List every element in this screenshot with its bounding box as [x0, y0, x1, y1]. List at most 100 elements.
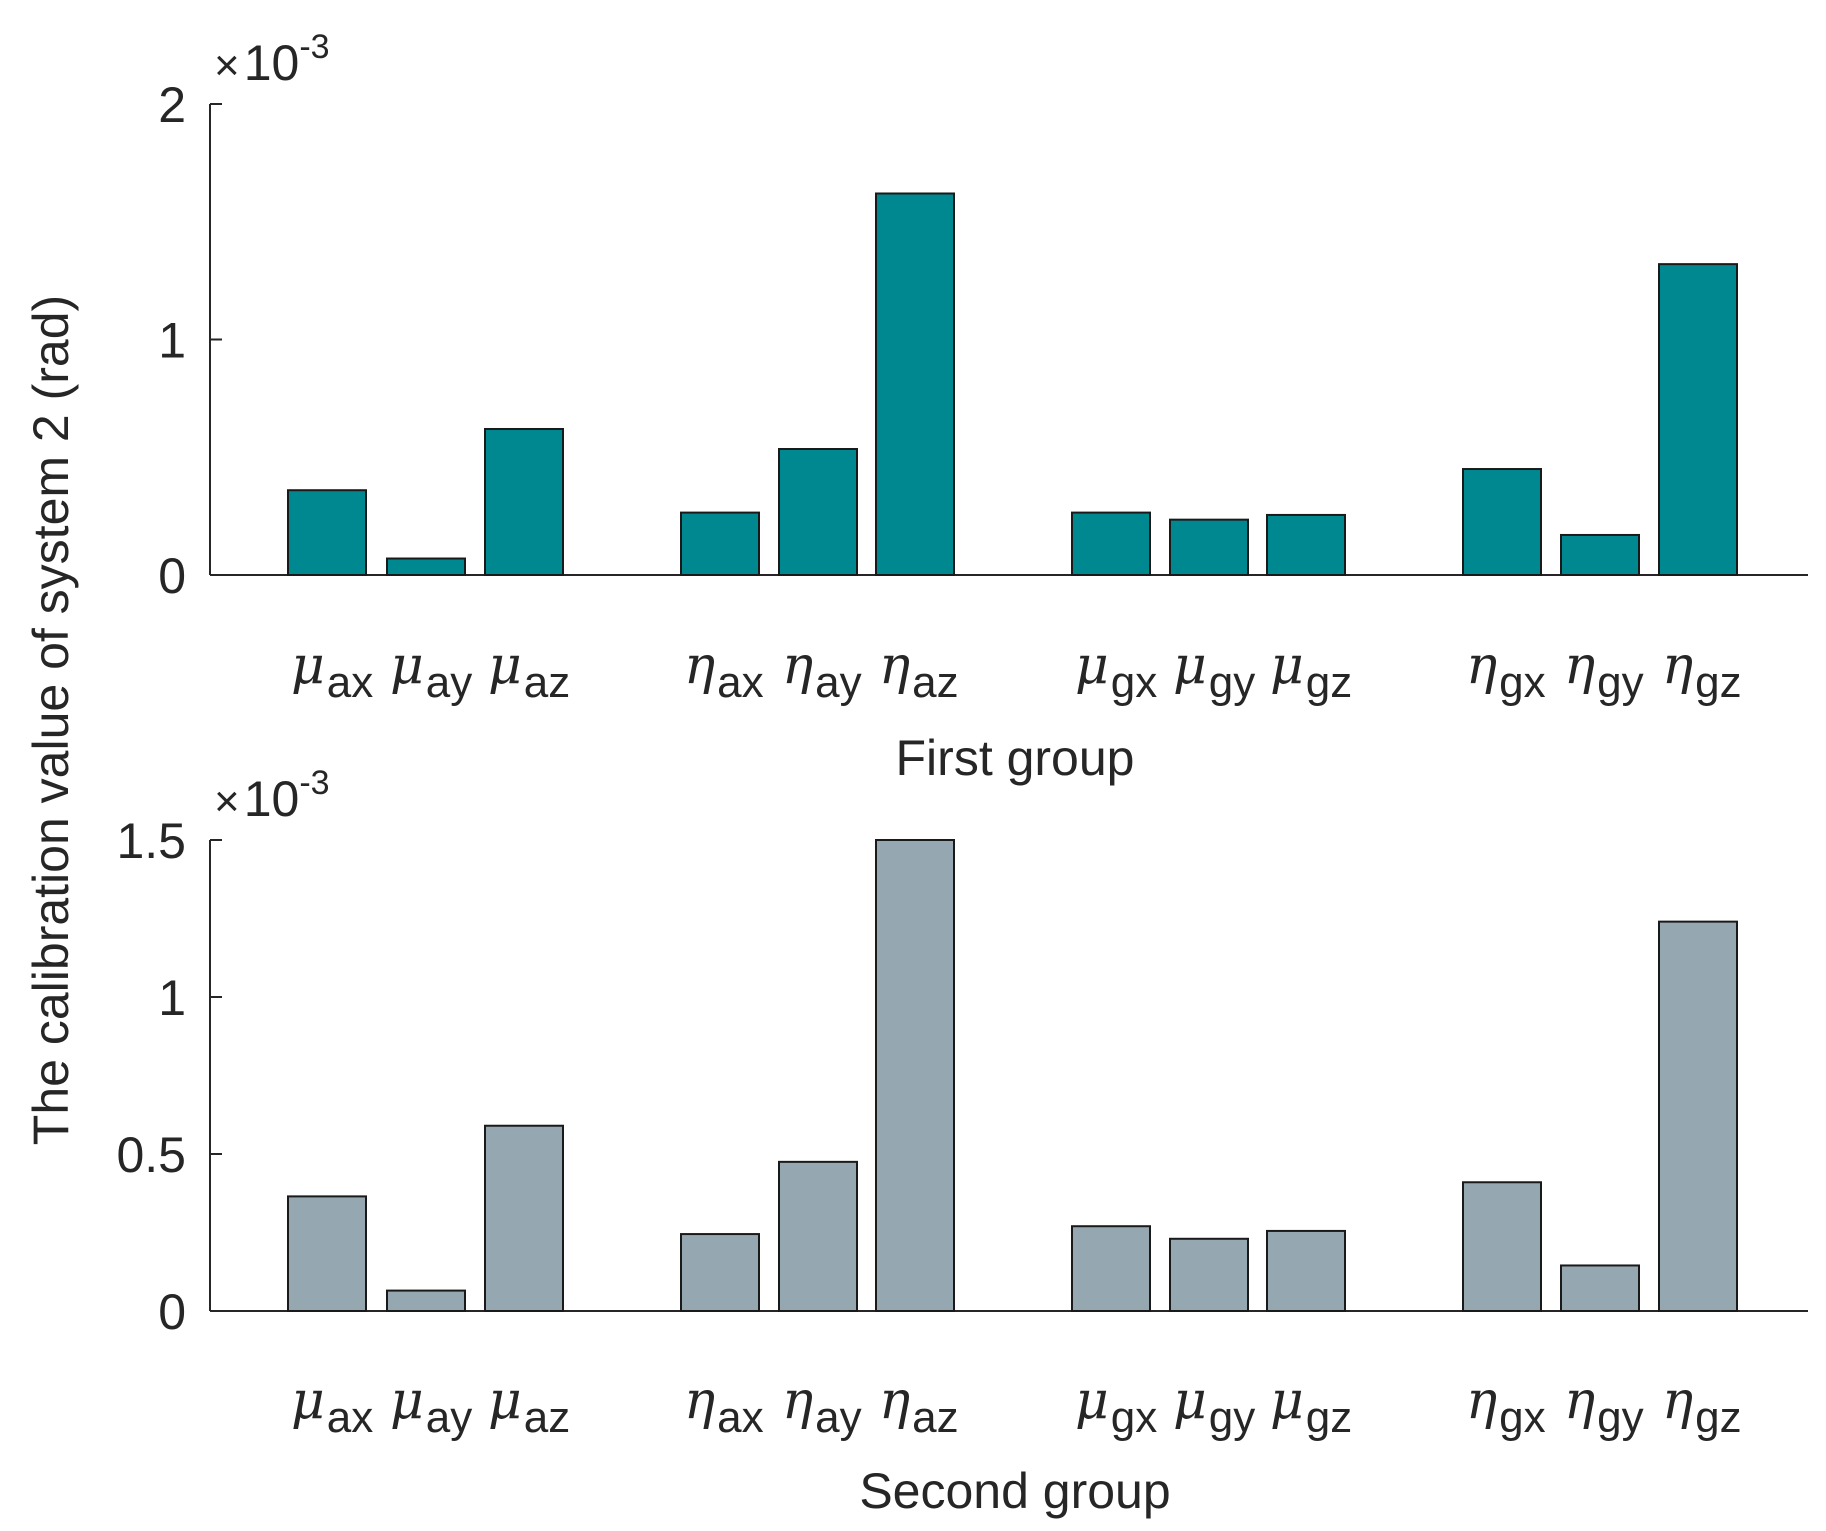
x-tick-label: μgy: [1173, 1371, 1255, 1442]
x-tick-symbol: μ: [1173, 636, 1207, 696]
x-tick-subscript: ax: [327, 658, 373, 707]
x-tick-label: ηgx: [1466, 636, 1546, 707]
x-tick-label: ηax: [684, 636, 764, 707]
x-tick-symbol: η: [684, 1371, 715, 1431]
x-tick-symbol: η: [684, 636, 715, 696]
x-tick-symbol: μ: [390, 1371, 424, 1431]
x-tick-symbol: η: [1662, 1371, 1693, 1431]
shared-y-axis-label: The calibration value of system 2 (rad): [23, 295, 79, 1145]
x-tick-subscript: gz: [1695, 658, 1741, 707]
x-tick-label: ηgz: [1662, 1371, 1742, 1442]
bar-eta-gx: [1462, 1181, 1542, 1313]
x-tick-subscript: ax: [327, 1393, 373, 1442]
bar-mu-gx: [1071, 1225, 1151, 1312]
bar-eta-ax: [680, 511, 760, 577]
x-tick-label: μax: [291, 1371, 373, 1442]
bar-eta-ax: [680, 1233, 760, 1312]
bar-eta-az: [875, 839, 955, 1312]
x-tick-symbol: μ: [1075, 636, 1109, 696]
x-tick-symbol: μ: [291, 1371, 325, 1431]
bar-eta-ay: [778, 448, 858, 577]
x-tick-symbol: η: [782, 1371, 813, 1431]
bar-mu-gz: [1266, 1229, 1346, 1313]
x-tick-subscript: ax: [717, 1393, 763, 1442]
bar-mu-ax: [287, 1195, 367, 1313]
x-tick-subscript: gx: [1111, 658, 1157, 707]
x-tick-symbol: η: [1662, 636, 1693, 696]
x-tick-label: ηay: [782, 636, 862, 707]
x-tick-subscript: gz: [1306, 658, 1352, 707]
x-tick-label: μax: [291, 636, 373, 707]
y-tick-label: 1: [158, 313, 186, 369]
x-tick-symbol: μ: [488, 1371, 522, 1431]
x-tick-subscript: az: [524, 658, 570, 707]
x-tick-label: μgz: [1270, 636, 1352, 707]
bar-mu-gz: [1266, 513, 1346, 577]
x-tick-subscript: gz: [1306, 1393, 1352, 1442]
x-tick-symbol: μ: [390, 636, 424, 696]
x-tick-subscript: gx: [1499, 1393, 1545, 1442]
y-tick-label: 1: [158, 970, 186, 1026]
y-exponent-label: ×10-3: [214, 28, 330, 91]
y-tick-label: 1.5: [116, 813, 186, 869]
exponent-power: -3: [299, 764, 329, 802]
exponent-prefix: ×: [214, 41, 240, 90]
x-tick-symbol: η: [879, 1371, 910, 1431]
exponent-power: -3: [299, 28, 329, 66]
y-tick-label: 0: [158, 548, 186, 604]
x-tick-label: μay: [390, 1371, 472, 1442]
x-tick-subscript: az: [912, 658, 958, 707]
x-tick-symbol: μ: [1270, 636, 1304, 696]
x-tick-symbol: μ: [1270, 1371, 1304, 1431]
x-axis-label: First group: [896, 730, 1135, 786]
bar-eta-gz: [1658, 263, 1738, 576]
x-tick-subscript: az: [524, 1393, 570, 1442]
bar-eta-az: [875, 192, 955, 577]
x-tick-label: μgx: [1075, 1371, 1157, 1442]
x-tick-symbol: μ: [291, 636, 325, 696]
bar-mu-ay: [386, 557, 466, 577]
x-tick-symbol: η: [1564, 636, 1595, 696]
x-tick-symbol: μ: [488, 636, 522, 696]
x-tick-symbol: η: [1466, 636, 1497, 696]
bar-mu-ax: [287, 489, 367, 576]
y-tick-label: 0: [158, 1284, 186, 1340]
exponent-base: 10: [244, 771, 300, 827]
x-tick-subscript: ay: [815, 1393, 861, 1442]
x-axis-label: Second group: [859, 1463, 1170, 1519]
x-tick-subscript: ay: [815, 658, 861, 707]
x-tick-subscript: gy: [1209, 1393, 1255, 1442]
x-tick-subscript: gy: [1597, 1393, 1643, 1442]
x-tick-subscript: gx: [1111, 1393, 1157, 1442]
x-tick-label: μgx: [1075, 636, 1157, 707]
bar-mu-gy: [1169, 518, 1249, 576]
bar-mu-ay: [386, 1289, 466, 1312]
x-tick-label: ηaz: [879, 1371, 959, 1442]
x-tick-symbol: μ: [1075, 1371, 1109, 1431]
x-tick-symbol: η: [1466, 1371, 1497, 1431]
bar-mu-az: [484, 427, 564, 576]
bar-eta-gz: [1658, 920, 1738, 1312]
x-tick-subscript: gz: [1695, 1393, 1741, 1442]
bar-eta-gy: [1560, 1264, 1640, 1312]
x-tick-label: ηgy: [1564, 1371, 1644, 1442]
x-tick-label: ηax: [684, 1371, 764, 1442]
x-tick-subscript: ax: [717, 658, 763, 707]
x-tick-label: ηgz: [1662, 636, 1742, 707]
x-tick-symbol: μ: [1173, 1371, 1207, 1431]
bar-eta-gy: [1560, 533, 1640, 577]
x-tick-label: μaz: [488, 636, 570, 707]
bar-mu-az: [484, 1124, 564, 1312]
x-tick-label: μgz: [1270, 1371, 1352, 1442]
bar-mu-gy: [1169, 1237, 1249, 1313]
exponent-prefix: ×: [214, 777, 240, 826]
x-tick-symbol: η: [782, 636, 813, 696]
x-tick-label: μaz: [488, 1371, 570, 1442]
x-tick-label: ηay: [782, 1371, 862, 1442]
x-tick-subscript: gx: [1499, 658, 1545, 707]
y-tick-label: 2: [158, 77, 186, 133]
